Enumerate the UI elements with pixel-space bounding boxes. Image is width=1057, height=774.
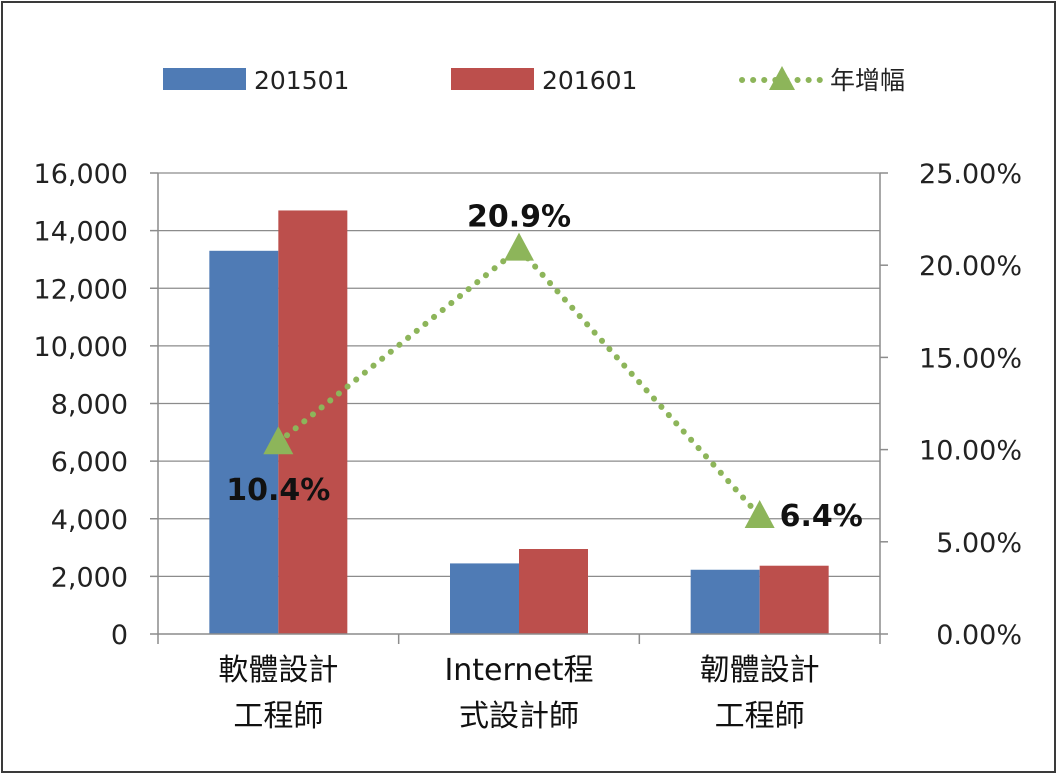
right-axis-tick-label: 15.00%	[919, 343, 1022, 374]
legend-swatch-201501	[163, 68, 246, 90]
legend: 201501 201601 年增幅	[163, 66, 905, 95]
left-axis-tick-label: 16,000	[34, 159, 128, 190]
right-axis-tick-label: 25.00%	[919, 159, 1022, 190]
left-axis-tick-label: 2,000	[51, 562, 128, 593]
left-axis-tick-label: 0	[111, 620, 128, 651]
growth-line	[263, 232, 775, 528]
category-label: 韌體設計	[700, 653, 820, 688]
left-axis-tick-label: 10,000	[34, 332, 128, 363]
category-label: 工程師	[715, 699, 805, 734]
growth-data-label: 20.9%	[467, 200, 571, 235]
category-label: 工程師	[233, 699, 323, 734]
left-axis-tick-label: 8,000	[51, 390, 128, 421]
right-axis-tick-label: 10.00%	[919, 436, 1022, 467]
left-axis-tick-label: 6,000	[51, 447, 128, 478]
growth-marker	[263, 426, 294, 455]
bar-201501	[690, 569, 760, 634]
growth-marker	[744, 499, 775, 528]
growth-data-label: 10.4%	[226, 473, 330, 508]
growth-marker	[504, 232, 534, 261]
legend-label: 201601	[542, 66, 637, 95]
right-axis-tick-label: 5.00%	[936, 528, 1022, 559]
right-axis-tick-label: 20.00%	[919, 251, 1022, 282]
axes: 0 2,000 4,000 6,000 8,000 10,000 12,000 14,000 1…	[34, 159, 1022, 651]
category-label: 軟體設計	[218, 653, 338, 688]
left-axis-tick-label: 4,000	[51, 505, 128, 536]
legend-label: 201501	[254, 66, 349, 95]
left-axis-tick-label: 14,000	[34, 217, 128, 248]
growth-data-label: 6.4%	[780, 499, 863, 534]
bar-201601	[278, 210, 348, 635]
left-axis-tick-label: 12,000	[34, 274, 128, 305]
bar-201501	[209, 250, 279, 634]
category-label: 式設計師	[459, 699, 579, 734]
legend-marker	[769, 66, 795, 90]
bar-201601	[759, 565, 829, 634]
right-axis-tick-label: 0.00%	[936, 620, 1022, 651]
bars	[209, 210, 829, 635]
category-label: Internet程	[444, 653, 593, 688]
bar-201601	[519, 549, 588, 634]
legend-swatch-201601	[451, 68, 534, 90]
legend-label: 年增幅	[830, 66, 905, 95]
bar-201501	[450, 563, 519, 634]
